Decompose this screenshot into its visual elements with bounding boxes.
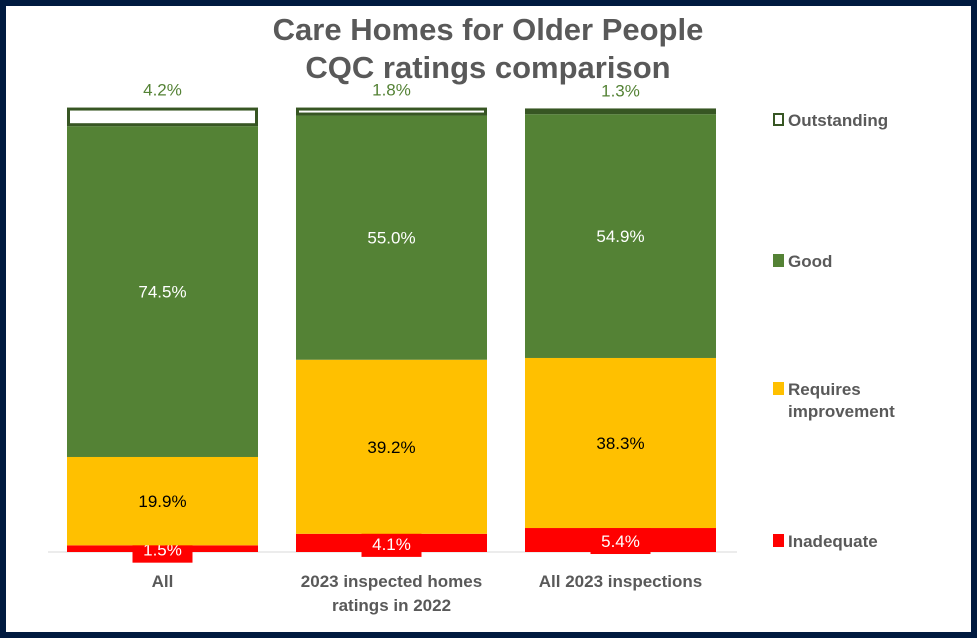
category-label: All bbox=[152, 572, 174, 591]
category-label: All 2023 inspections bbox=[539, 572, 702, 591]
legend-swatch bbox=[773, 382, 784, 395]
chart-title-line: Care Homes for Older People bbox=[273, 12, 704, 47]
data-label: 74.5% bbox=[138, 283, 186, 302]
data-label: 55.0% bbox=[367, 229, 415, 248]
data-label-box bbox=[590, 528, 651, 555]
data-label: 19.9% bbox=[138, 492, 186, 511]
category-label: ratings in 2022 bbox=[332, 596, 451, 615]
legend-label: Inadequate bbox=[788, 532, 878, 551]
bar-segment-requires-improvement bbox=[296, 359, 487, 534]
bar-segment-good bbox=[296, 115, 487, 360]
data-label-box bbox=[361, 530, 422, 557]
data-label: 1.8% bbox=[372, 81, 411, 100]
legend-label: Outstanding bbox=[788, 111, 888, 130]
legend-label: Good bbox=[788, 252, 832, 271]
data-label: 1.3% bbox=[601, 81, 640, 100]
bar-segment-good bbox=[67, 126, 258, 457]
legend-label: Requires bbox=[788, 380, 861, 399]
legend-swatch bbox=[773, 254, 784, 267]
bar-segment-requires-improvement bbox=[67, 456, 258, 546]
data-label: 4.2% bbox=[143, 81, 182, 100]
data-label: 39.2% bbox=[367, 438, 415, 457]
category-label: 2023 inspected homes bbox=[301, 572, 482, 591]
data-label: 38.3% bbox=[596, 434, 644, 453]
data-label: 1.5% bbox=[143, 541, 182, 560]
chart-frame: Care Homes for Older People CQC ratings c… bbox=[6, 6, 971, 632]
bar-segment-outstanding bbox=[67, 107, 258, 127]
bar-segment-requires-improvement bbox=[525, 357, 716, 529]
bar-segment-outstanding bbox=[525, 108, 716, 115]
legend-swatch bbox=[773, 113, 784, 126]
legend-label: improvement bbox=[788, 402, 895, 421]
data-label: 54.9% bbox=[596, 227, 644, 246]
bar-segment-good bbox=[525, 114, 716, 358]
data-label: 4.1% bbox=[372, 535, 411, 554]
legend-swatch bbox=[773, 534, 784, 547]
chart-title-line: CQC ratings comparison bbox=[305, 50, 670, 85]
data-label: 5.4% bbox=[601, 532, 640, 551]
bar-segment-outstanding bbox=[296, 107, 487, 116]
